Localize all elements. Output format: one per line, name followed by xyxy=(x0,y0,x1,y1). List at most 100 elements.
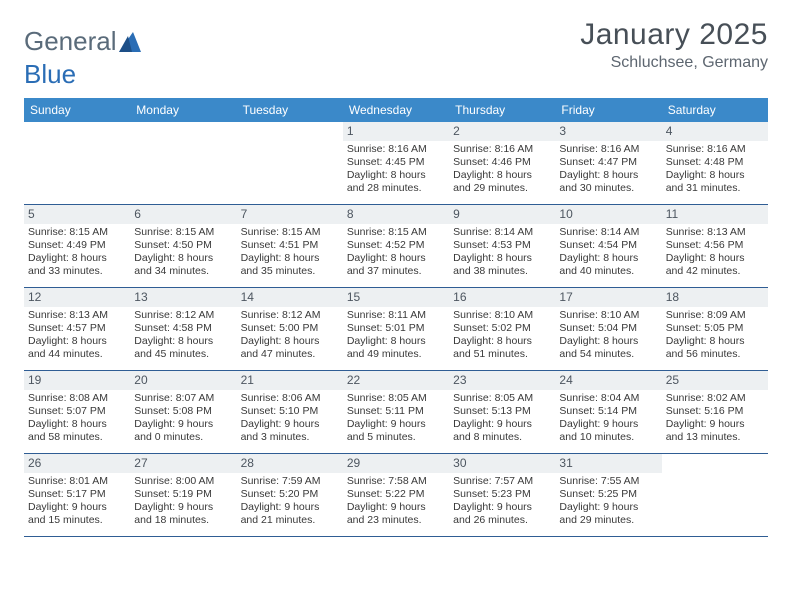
sunrise-line: Sunrise: 7:59 AM xyxy=(241,475,339,488)
sunrise-line: Sunrise: 8:06 AM xyxy=(241,392,339,405)
day-cell: 25Sunrise: 8:02 AMSunset: 5:16 PMDayligh… xyxy=(662,371,768,453)
sunrise-line: Sunrise: 8:16 AM xyxy=(559,143,657,156)
day-number: 8 xyxy=(343,205,449,224)
sunset-line: Sunset: 5:25 PM xyxy=(559,488,657,501)
daylight-line: Daylight: 8 hours xyxy=(28,252,126,265)
day-number: 15 xyxy=(343,288,449,307)
daylight-line: Daylight: 9 hours xyxy=(347,501,445,514)
day-number: 25 xyxy=(662,371,768,390)
daylight-line: Daylight: 9 hours xyxy=(559,418,657,431)
day-cell: 26Sunrise: 8:01 AMSunset: 5:17 PMDayligh… xyxy=(24,454,130,536)
sunrise-line: Sunrise: 8:16 AM xyxy=(453,143,551,156)
day-number: 20 xyxy=(130,371,236,390)
day-number: 7 xyxy=(237,205,343,224)
sunrise-line: Sunrise: 7:58 AM xyxy=(347,475,445,488)
sunset-line: Sunset: 4:53 PM xyxy=(453,239,551,252)
sunrise-line: Sunrise: 8:09 AM xyxy=(666,309,764,322)
day-cell: 14Sunrise: 8:12 AMSunset: 5:00 PMDayligh… xyxy=(237,288,343,370)
day-number: 17 xyxy=(555,288,661,307)
daylight-line: Daylight: 8 hours xyxy=(28,335,126,348)
sunrise-line: Sunrise: 8:08 AM xyxy=(28,392,126,405)
daylight-line: Daylight: 9 hours xyxy=(241,418,339,431)
day-number: 1 xyxy=(343,122,449,141)
day-number: 31 xyxy=(555,454,661,473)
daylight-line: Daylight: 8 hours xyxy=(347,252,445,265)
sunrise-line: Sunrise: 8:14 AM xyxy=(559,226,657,239)
sunset-line: Sunset: 5:05 PM xyxy=(666,322,764,335)
weekday-header: Monday xyxy=(130,98,236,122)
day-cell: 8Sunrise: 8:15 AMSunset: 4:52 PMDaylight… xyxy=(343,205,449,287)
month-title: January 2025 xyxy=(580,18,768,52)
day-number: 24 xyxy=(555,371,661,390)
sunrise-line: Sunrise: 8:15 AM xyxy=(347,226,445,239)
sunrise-line: Sunrise: 8:13 AM xyxy=(28,309,126,322)
daylight-line: and 42 minutes. xyxy=(666,265,764,278)
sunset-line: Sunset: 5:04 PM xyxy=(559,322,657,335)
daylight-line: Daylight: 8 hours xyxy=(559,169,657,182)
sunrise-line: Sunrise: 8:07 AM xyxy=(134,392,232,405)
day-cell: 11Sunrise: 8:13 AMSunset: 4:56 PMDayligh… xyxy=(662,205,768,287)
sunrise-line: Sunrise: 8:02 AM xyxy=(666,392,764,405)
daylight-line: and 47 minutes. xyxy=(241,348,339,361)
daylight-line: and 13 minutes. xyxy=(666,431,764,444)
daylight-line: Daylight: 8 hours xyxy=(453,252,551,265)
day-cell xyxy=(130,122,236,204)
sunset-line: Sunset: 5:13 PM xyxy=(453,405,551,418)
sunrise-line: Sunrise: 8:11 AM xyxy=(347,309,445,322)
daylight-line: and 8 minutes. xyxy=(453,431,551,444)
title-block: January 2025 Schluchsee, Germany xyxy=(580,18,768,72)
day-cell: 1Sunrise: 8:16 AMSunset: 4:45 PMDaylight… xyxy=(343,122,449,204)
sunset-line: Sunset: 4:47 PM xyxy=(559,156,657,169)
sunrise-line: Sunrise: 8:05 AM xyxy=(453,392,551,405)
day-cell: 16Sunrise: 8:10 AMSunset: 5:02 PMDayligh… xyxy=(449,288,555,370)
daylight-line: Daylight: 8 hours xyxy=(134,335,232,348)
sunrise-line: Sunrise: 8:15 AM xyxy=(28,226,126,239)
daylight-line: and 15 minutes. xyxy=(28,514,126,527)
day-cell: 24Sunrise: 8:04 AMSunset: 5:14 PMDayligh… xyxy=(555,371,661,453)
day-cell xyxy=(662,454,768,536)
day-number: 18 xyxy=(662,288,768,307)
day-cell: 28Sunrise: 7:59 AMSunset: 5:20 PMDayligh… xyxy=(237,454,343,536)
sail-icon xyxy=(119,28,141,59)
daylight-line: and 3 minutes. xyxy=(241,431,339,444)
daylight-line: Daylight: 9 hours xyxy=(241,501,339,514)
daylight-line: Daylight: 9 hours xyxy=(28,501,126,514)
sunrise-line: Sunrise: 8:15 AM xyxy=(241,226,339,239)
day-cell: 17Sunrise: 8:10 AMSunset: 5:04 PMDayligh… xyxy=(555,288,661,370)
day-number: 30 xyxy=(449,454,555,473)
sunset-line: Sunset: 4:54 PM xyxy=(559,239,657,252)
daylight-line: Daylight: 9 hours xyxy=(134,501,232,514)
daylight-line: Daylight: 8 hours xyxy=(559,335,657,348)
sunrise-line: Sunrise: 8:15 AM xyxy=(134,226,232,239)
day-cell: 19Sunrise: 8:08 AMSunset: 5:07 PMDayligh… xyxy=(24,371,130,453)
weekday-header: Sunday xyxy=(24,98,130,122)
day-cell: 9Sunrise: 8:14 AMSunset: 4:53 PMDaylight… xyxy=(449,205,555,287)
day-number: 16 xyxy=(449,288,555,307)
daylight-line: Daylight: 8 hours xyxy=(347,169,445,182)
daylight-line: Daylight: 8 hours xyxy=(453,169,551,182)
sunrise-line: Sunrise: 8:12 AM xyxy=(134,309,232,322)
daylight-line: and 51 minutes. xyxy=(453,348,551,361)
day-cell: 22Sunrise: 8:05 AMSunset: 5:11 PMDayligh… xyxy=(343,371,449,453)
sunset-line: Sunset: 5:11 PM xyxy=(347,405,445,418)
day-number: 14 xyxy=(237,288,343,307)
daylight-line: and 49 minutes. xyxy=(347,348,445,361)
daylight-line: Daylight: 8 hours xyxy=(241,252,339,265)
sunset-line: Sunset: 5:01 PM xyxy=(347,322,445,335)
daylight-line: and 31 minutes. xyxy=(666,182,764,195)
day-cell: 3Sunrise: 8:16 AMSunset: 4:47 PMDaylight… xyxy=(555,122,661,204)
day-cell: 15Sunrise: 8:11 AMSunset: 5:01 PMDayligh… xyxy=(343,288,449,370)
daylight-line: and 35 minutes. xyxy=(241,265,339,278)
sunset-line: Sunset: 5:22 PM xyxy=(347,488,445,501)
day-cell xyxy=(24,122,130,204)
day-number: 21 xyxy=(237,371,343,390)
day-cell: 2Sunrise: 8:16 AMSunset: 4:46 PMDaylight… xyxy=(449,122,555,204)
day-cell: 29Sunrise: 7:58 AMSunset: 5:22 PMDayligh… xyxy=(343,454,449,536)
day-number: 26 xyxy=(24,454,130,473)
sunrise-line: Sunrise: 7:57 AM xyxy=(453,475,551,488)
daylight-line: and 0 minutes. xyxy=(134,431,232,444)
day-cell: 30Sunrise: 7:57 AMSunset: 5:23 PMDayligh… xyxy=(449,454,555,536)
day-number: 27 xyxy=(130,454,236,473)
day-cell: 21Sunrise: 8:06 AMSunset: 5:10 PMDayligh… xyxy=(237,371,343,453)
week-row: 5Sunrise: 8:15 AMSunset: 4:49 PMDaylight… xyxy=(24,205,768,288)
